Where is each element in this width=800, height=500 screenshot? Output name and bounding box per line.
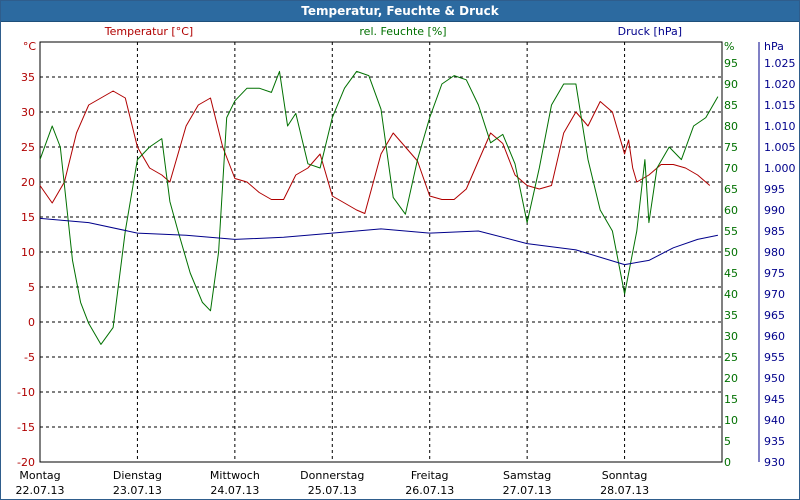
pressure-tick-label: 950 (764, 372, 785, 385)
chart-title: Temperatur, Feuchte & Druck (301, 4, 499, 18)
humidity-tick-label: 0 (724, 456, 731, 469)
humidity-tick-label: 65 (724, 183, 738, 196)
pressure-tick-label: 960 (764, 330, 785, 343)
plot-border (39, 41, 723, 463)
x-tick-date-label: 26.07.13 (405, 484, 454, 497)
humidity-tick-label: 30 (724, 330, 738, 343)
humidity-tick-label: 5 (724, 435, 731, 448)
axes: Temperatur [°C] rel. Feuchte [%] Druck [… (23, 25, 784, 463)
x-tick-date-label: 28.07.13 (600, 484, 649, 497)
x-tick-day-label: Samstag (503, 469, 551, 482)
pressure-tick-label: 930 (764, 456, 785, 469)
grid-lines (40, 42, 760, 462)
temperature-axis-label: Temperatur [°C] (104, 25, 193, 38)
pressure-tick-label: 975 (764, 267, 785, 280)
pressure-tick-label: 945 (764, 393, 785, 406)
humidity-tick-label: 70 (724, 162, 738, 175)
humidity-tick-label: 95 (724, 57, 738, 70)
pressure-tick-label: 1.000 (764, 162, 796, 175)
temperature-tick-label: 10 (21, 246, 35, 259)
temperature-tick-label: 5 (28, 281, 35, 294)
x-tick-date-label: 24.07.13 (210, 484, 259, 497)
x-tick-day-label: Donnerstag (300, 469, 364, 482)
temperature-tick-label: -15 (17, 421, 35, 434)
x-tick-day-label: Montag (19, 469, 60, 482)
pressure-tick-label: 995 (764, 183, 785, 196)
x-tick-date-label: 25.07.13 (308, 484, 357, 497)
temperature-tick-label: -10 (17, 386, 35, 399)
humidity-tick-label: 20 (724, 372, 738, 385)
pressure-tick-label: 1.005 (764, 141, 796, 154)
title-bar: Temperatur, Feuchte & Druck (1, 1, 799, 22)
temperature-tick-label: 0 (28, 316, 35, 329)
temperature-unit: °C (23, 40, 37, 53)
pressure-tick-label: 935 (764, 435, 785, 448)
temperature-tick-label: 30 (21, 106, 35, 119)
pressure-tick-label: 970 (764, 288, 785, 301)
temperature-tick-label: -5 (24, 351, 35, 364)
pressure-tick-label: 940 (764, 414, 785, 427)
pressure-tick-label: 1.025 (764, 57, 796, 70)
pressure-unit: hPa (764, 40, 784, 53)
x-tick-day-label: Sonntag (602, 469, 648, 482)
humidity-tick-label: 40 (724, 288, 738, 301)
pressure-tick-label: 965 (764, 309, 785, 322)
humidity-tick-label: 35 (724, 309, 738, 322)
pressure-tick-label: 985 (764, 225, 785, 238)
humidity-series-line (39, 70, 719, 345)
pressure-axis-label: Druck [hPa] (618, 25, 682, 38)
x-tick-date-label: 22.07.13 (16, 484, 65, 497)
humidity-tick-label: 25 (724, 351, 738, 364)
data-series (39, 70, 719, 345)
temperature-tick-label: 20 (21, 176, 35, 189)
x-tick-date-label: 27.07.13 (503, 484, 552, 497)
x-tick-day-label: Dienstag (113, 469, 162, 482)
pressure-tick-label: 980 (764, 246, 785, 259)
x-tick-day-label: Freitag (411, 469, 449, 482)
humidity-tick-label: 75 (724, 141, 738, 154)
humidity-tick-label: 90 (724, 78, 738, 91)
pressure-tick-label: 1.020 (764, 78, 796, 91)
temperature-tick-label: 35 (21, 71, 35, 84)
humidity-tick-label: 10 (724, 414, 738, 427)
humidity-unit: % (724, 40, 734, 53)
temperature-series-line (39, 90, 711, 214)
pressure-tick-label: 955 (764, 351, 785, 364)
humidity-axis-label: rel. Feuchte [%] (359, 25, 446, 38)
humidity-tick-label: 60 (724, 204, 738, 217)
tick-labels: Montag 22.07.13 Dienstag 23.07.13 Mittwoch 24… (16, 57, 796, 497)
humidity-tick-label: 45 (724, 267, 738, 280)
pressure-tick-label: 1.010 (764, 120, 796, 133)
x-tick-day-label: Mittwoch (210, 469, 260, 482)
humidity-tick-label: 50 (724, 246, 738, 259)
humidity-tick-label: 80 (724, 120, 738, 133)
pressure-tick-label: 990 (764, 204, 785, 217)
humidity-tick-label: 15 (724, 393, 738, 406)
x-tick-date-label: 23.07.13 (113, 484, 162, 497)
humidity-tick-label: 55 (724, 225, 738, 238)
temperature-tick-label: -20 (17, 456, 35, 469)
pressure-series-line (39, 217, 719, 266)
pressure-tick-label: 1.015 (764, 99, 796, 112)
humidity-tick-label: 85 (724, 99, 738, 112)
temperature-tick-label: 15 (21, 211, 35, 224)
temperature-tick-label: 25 (21, 141, 35, 154)
